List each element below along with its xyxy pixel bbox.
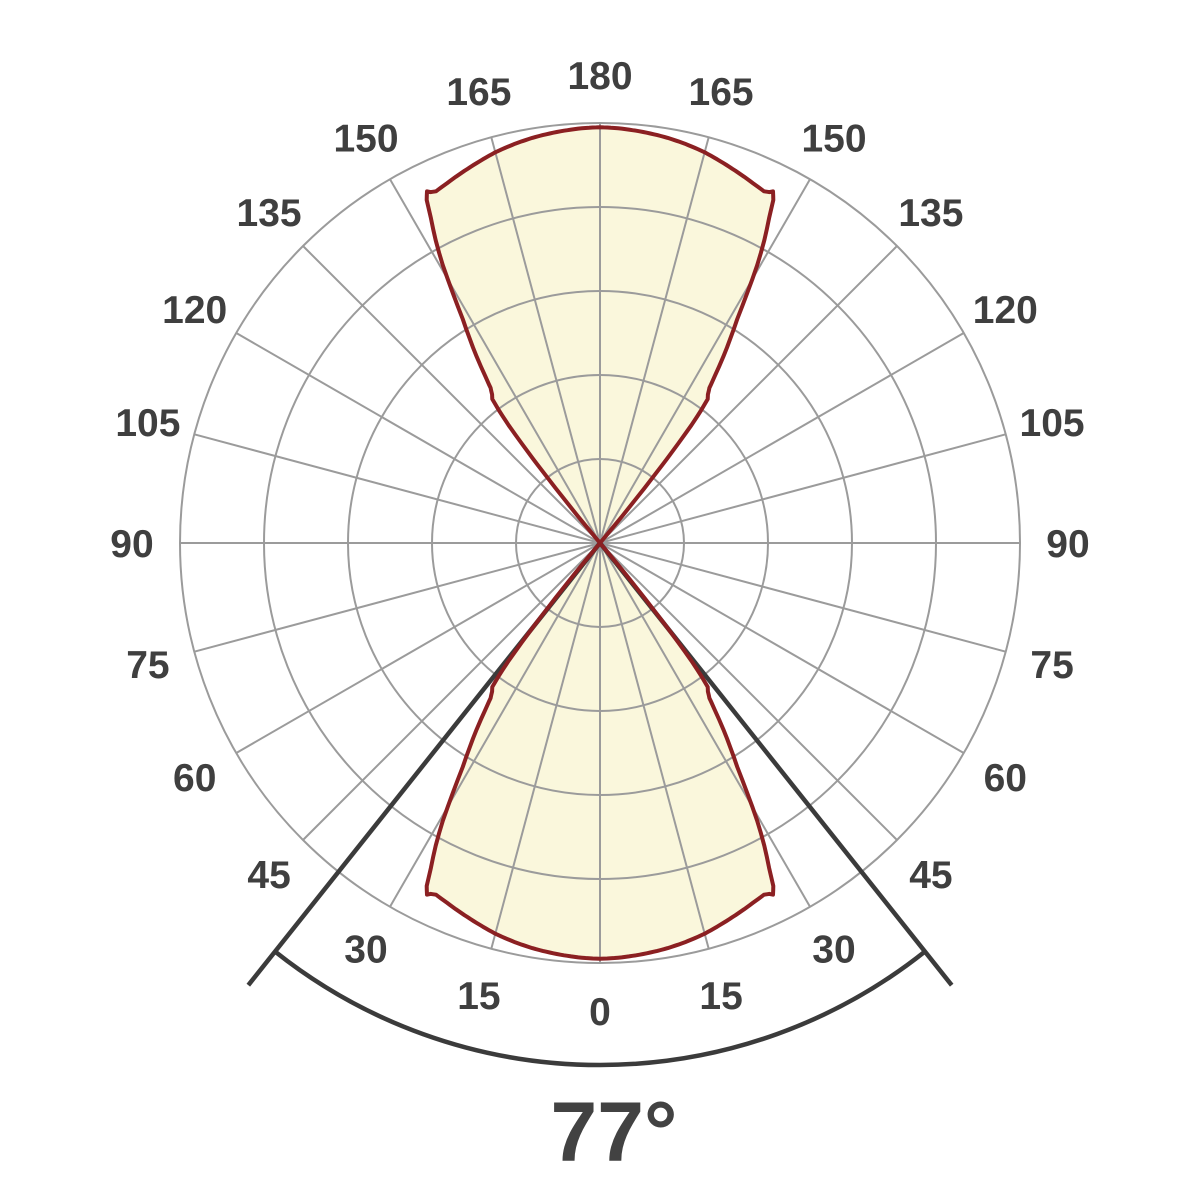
beam-angle-arc bbox=[273, 949, 927, 1068]
angle-label-15-right: 15 bbox=[699, 975, 742, 1018]
angle-label-75-right: 75 bbox=[1030, 644, 1073, 687]
grid-spoke bbox=[599, 542, 898, 841]
grid-spoke bbox=[235, 332, 601, 544]
beam-angle-label: 77° bbox=[550, 1084, 678, 1179]
angle-label-45-left: 45 bbox=[247, 854, 290, 897]
angle-label-135-left: 135 bbox=[237, 192, 302, 235]
angle-label-120-right: 120 bbox=[973, 289, 1038, 332]
grid-spoke bbox=[389, 178, 601, 544]
angle-label-120-left: 120 bbox=[162, 289, 227, 332]
intensity-lobes-fill bbox=[426, 127, 774, 959]
angle-label-165-right: 165 bbox=[689, 71, 754, 114]
angle-label-150-right: 150 bbox=[801, 118, 866, 161]
grid-spoke bbox=[302, 542, 601, 841]
angle-label-135-right: 135 bbox=[898, 192, 963, 235]
angle-label-30-left: 30 bbox=[344, 928, 387, 971]
angle-label-75-left: 75 bbox=[126, 644, 169, 687]
angle-tick-labels: 0 15 15 30 30 45 45 60 60 75 75 90 90 105 105 120 120 135… bbox=[110, 55, 1089, 1034]
angle-label-180: 180 bbox=[567, 55, 632, 98]
angle-label-30-right: 30 bbox=[812, 928, 855, 971]
grid-spoke bbox=[389, 542, 601, 908]
angle-label-90-right: 90 bbox=[1046, 523, 1089, 566]
angle-label-165-left: 165 bbox=[446, 71, 511, 114]
grid-spoke bbox=[490, 542, 601, 949]
angle-label-60-right: 60 bbox=[984, 757, 1027, 800]
grid-spoke bbox=[599, 542, 965, 754]
grid-spoke bbox=[599, 433, 1006, 544]
angle-label-105-right: 105 bbox=[1020, 402, 1085, 445]
angle-label-15-left: 15 bbox=[457, 975, 500, 1018]
grid-spoke bbox=[599, 332, 965, 544]
grid-spoke bbox=[599, 542, 1006, 653]
angle-label-0: 0 bbox=[589, 991, 611, 1034]
grid-spoke bbox=[490, 137, 601, 544]
angle-label-90-left: 90 bbox=[110, 523, 153, 566]
grid-spoke bbox=[599, 137, 710, 544]
angle-label-105-left: 105 bbox=[115, 402, 180, 445]
grid-spoke bbox=[599, 542, 710, 949]
grid-spoke bbox=[599, 245, 898, 544]
grid-spoke bbox=[194, 542, 601, 653]
grid-spoke bbox=[302, 245, 601, 544]
grid-spoke bbox=[235, 542, 601, 754]
polar-grid-spokes bbox=[180, 123, 1020, 963]
angle-label-60-left: 60 bbox=[173, 757, 216, 800]
angle-label-150-left: 150 bbox=[333, 118, 398, 161]
grid-spoke bbox=[194, 433, 601, 544]
intensity-distribution-curve bbox=[424, 125, 776, 961]
grid-spoke bbox=[599, 542, 811, 908]
grid-spoke bbox=[599, 178, 811, 544]
angle-label-45-right: 45 bbox=[909, 854, 952, 897]
